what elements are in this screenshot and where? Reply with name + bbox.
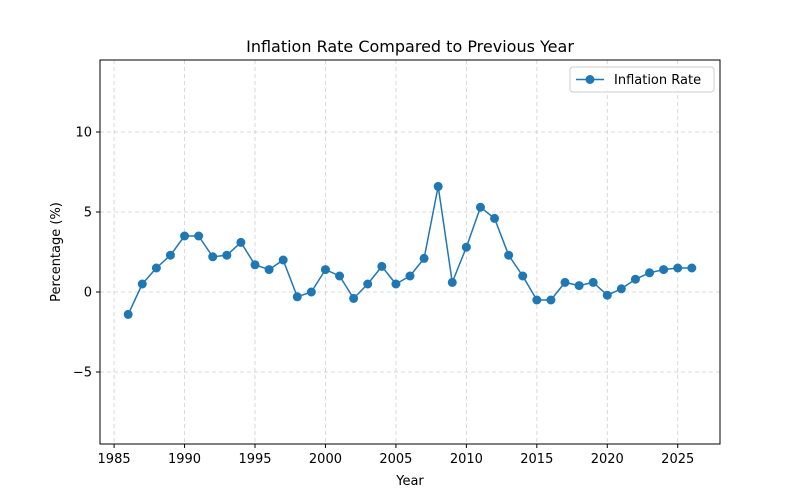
data-layer xyxy=(123,181,697,319)
data-point xyxy=(504,250,514,260)
x-tick-label: 1990 xyxy=(168,452,201,467)
y-tick-label: −5 xyxy=(73,366,92,381)
data-point xyxy=(560,277,570,287)
data-point xyxy=(588,277,598,287)
x-tick-label: 2010 xyxy=(450,452,483,467)
chart-title: Inflation Rate Compared to Previous Year xyxy=(246,37,574,56)
data-point xyxy=(236,237,246,247)
x-tick-label: 1985 xyxy=(98,452,131,467)
data-point xyxy=(546,295,556,305)
data-point xyxy=(602,290,612,300)
data-point xyxy=(659,265,669,275)
data-point xyxy=(180,231,190,241)
data-point xyxy=(645,268,655,278)
data-point xyxy=(574,281,584,291)
y-tick-label: 5 xyxy=(84,206,92,221)
data-point xyxy=(264,265,274,275)
x-axis-title: Year xyxy=(395,474,424,489)
x-tick-label: 2005 xyxy=(379,452,412,467)
data-point xyxy=(250,260,260,270)
data-point xyxy=(363,279,373,289)
data-point xyxy=(518,271,528,281)
y-axis-title: Percentage (%) xyxy=(49,202,64,302)
data-point xyxy=(349,293,359,303)
data-point xyxy=(292,292,302,302)
data-point xyxy=(687,263,697,273)
grid xyxy=(100,60,720,444)
data-point xyxy=(278,255,288,265)
data-point xyxy=(673,263,683,273)
data-point xyxy=(151,263,161,273)
x-tick-label: 2000 xyxy=(309,452,342,467)
legend-marker-swatch xyxy=(585,75,595,84)
data-point xyxy=(461,242,471,252)
data-point xyxy=(123,309,133,319)
data-point xyxy=(320,265,330,275)
y-tick-label: 10 xyxy=(75,126,92,141)
data-point xyxy=(630,274,640,284)
x-tick-label: 2015 xyxy=(520,452,553,467)
data-point xyxy=(490,213,500,223)
legend: Inflation Rate xyxy=(569,66,715,93)
data-point xyxy=(306,287,316,297)
data-point xyxy=(335,271,345,281)
data-point xyxy=(194,231,204,241)
data-point xyxy=(475,202,485,212)
data-point xyxy=(419,253,429,263)
legend-box xyxy=(569,66,715,93)
x-tick-label: 2025 xyxy=(661,452,694,467)
legend-label-inflation-rate: Inflation Rate xyxy=(614,73,701,88)
data-point xyxy=(532,295,542,305)
data-point xyxy=(222,250,232,260)
plot-frame xyxy=(99,59,721,445)
data-point xyxy=(405,271,415,281)
y-tick-label: 0 xyxy=(84,286,92,301)
x-tick-label: 1995 xyxy=(238,452,271,467)
data-point xyxy=(433,181,443,191)
ticks: 1985 1990 1995 2000 2005 2010 2015 2020 2025 −5 0 5… xyxy=(73,126,694,468)
data-point xyxy=(391,279,401,289)
data-point xyxy=(137,279,147,289)
data-point xyxy=(165,250,175,260)
data-point xyxy=(208,252,218,262)
data-point xyxy=(447,277,457,287)
x-tick-label: 2020 xyxy=(591,452,624,467)
data-point xyxy=(616,284,626,294)
data-point xyxy=(377,261,387,271)
